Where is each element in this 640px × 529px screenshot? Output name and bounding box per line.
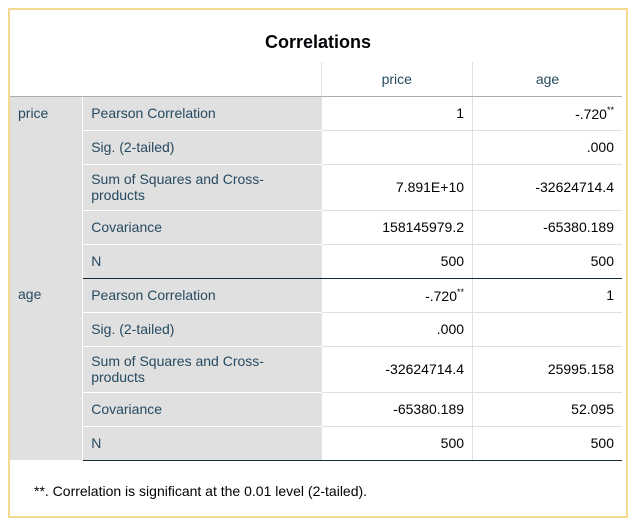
cell-value[interactable]: .000 [320, 312, 473, 347]
column-header-age[interactable]: age [472, 62, 622, 97]
cell-value[interactable] [472, 312, 622, 347]
header-blank-stat [82, 62, 322, 97]
statistic-label: Pearson Correlation [82, 278, 322, 313]
cell-value[interactable]: -32624714.4 [320, 346, 473, 393]
cell-text: 1 [606, 287, 614, 303]
cell-text: 500 [590, 435, 614, 451]
statistic-label: Sig. (2-tailed) [82, 130, 322, 165]
cell-text: .000 [436, 321, 465, 337]
statistic-label: N [82, 426, 322, 461]
cell-text: -.720 [425, 287, 457, 304]
table-row: Sum of Squares and Cross-products -326247… [10, 346, 622, 393]
cell-value[interactable]: 500 [472, 426, 622, 461]
cell-text: 7.891E+10 [395, 179, 465, 195]
table-row: Covariance 158145979.2 -65380.189 [10, 210, 622, 245]
table-row: age Pearson Correlation -.720** 1 [10, 278, 622, 460]
table-row: N 500 500 [10, 426, 622, 461]
statistic-label: Covariance [82, 210, 322, 245]
cell-value[interactable] [320, 130, 473, 165]
cell-value[interactable]: 158145979.2 [320, 210, 473, 245]
table-row: N 500 500 [10, 244, 622, 279]
row-group-label: age [10, 278, 84, 460]
statistic-label: Covariance [82, 392, 322, 427]
cell-value[interactable]: 1 [320, 96, 473, 131]
cell-text: -32624714.4 [385, 361, 465, 377]
statistic-label: Pearson Correlation [82, 96, 322, 131]
cell-value[interactable]: -32624714.4 [472, 164, 622, 211]
header-row: price age [10, 62, 622, 97]
cell-text: 1 [456, 105, 465, 121]
header-blank [10, 62, 83, 97]
table-row: Sig. (2-tailed) .000 [10, 130, 622, 165]
footnote: **. Correlation is significant at the 0.… [34, 483, 368, 499]
cell-value[interactable]: -65380.189 [320, 392, 473, 427]
cell-value[interactable]: -.720** [472, 96, 622, 131]
cell-text: 500 [440, 435, 465, 451]
correlations-table: price age price Pearson Correlation 1 -.720… [10, 62, 622, 461]
cell-text: 25995.158 [547, 361, 614, 377]
cell-value[interactable]: 7.891E+10 [320, 164, 473, 211]
cell-text: -32624714.4 [535, 179, 614, 195]
cell-text: -65380.189 [543, 219, 614, 235]
row-group-label: price [10, 96, 84, 278]
statistic-label: Sig. (2-tailed) [82, 312, 322, 347]
significance-marker: ** [457, 286, 465, 297]
cell-text: 500 [590, 253, 614, 269]
cell-value[interactable]: 500 [320, 244, 473, 279]
table-row: Sig. (2-tailed) .000 [10, 312, 622, 347]
cell-text: 52.095 [571, 401, 614, 417]
table-row: price Pearson Correlation 1 -.720** [10, 96, 622, 278]
statistic-label: Sum of Squares and Cross-products [82, 164, 322, 211]
cell-value[interactable]: 25995.158 [472, 346, 622, 393]
significance-marker: ** [606, 104, 614, 115]
cell-text: 158145979.2 [382, 219, 465, 235]
statistic-label: Sum of Squares and Cross-products [82, 346, 322, 393]
cell-value[interactable]: 52.095 [472, 392, 622, 427]
cell-text: 500 [440, 253, 465, 269]
cell-text: .000 [586, 139, 614, 155]
cell-value[interactable]: 500 [472, 244, 622, 279]
cell-value[interactable]: -.720** [320, 278, 473, 313]
table-title: Correlations [264, 32, 372, 52]
table-row: Covariance -65380.189 52.095 [10, 392, 622, 427]
cell-value[interactable]: -65380.189 [472, 210, 622, 245]
column-header-price[interactable]: price [320, 62, 473, 97]
cell-text: -65380.189 [393, 401, 465, 417]
cell-value[interactable]: 500 [320, 426, 473, 461]
cell-value[interactable]: .000 [472, 130, 622, 165]
table-row: Sum of Squares and Cross-products 7.891E+… [10, 164, 622, 211]
cell-value[interactable]: 1 [472, 278, 622, 313]
statistic-label: N [82, 244, 322, 279]
cell-text: -.720 [575, 105, 607, 122]
